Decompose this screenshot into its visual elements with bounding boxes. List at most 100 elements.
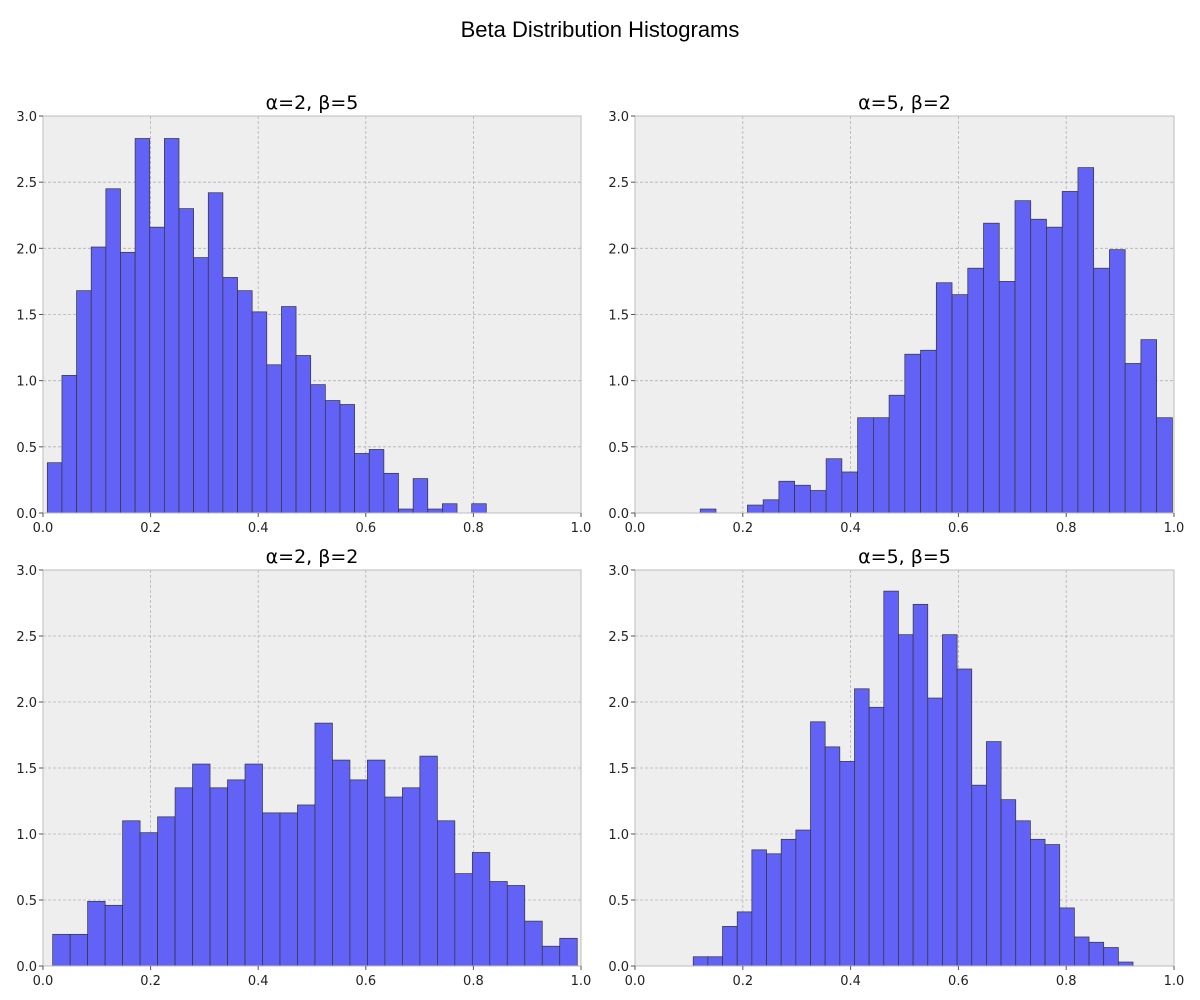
- histogram-bar: [1015, 820, 1031, 967]
- x-tick-label: 0.8: [1056, 974, 1077, 989]
- histogram-bar: [541, 945, 561, 967]
- subplots-grid: 0.0 0.2 0.4 0.6 0.8 1.0 0.0 0.5 1.0 1.5 2.0 2.5 3.0 α…: [16, 92, 1184, 989]
- x-tick-label: 0.2: [732, 521, 753, 536]
- histogram-bar: [398, 508, 414, 514]
- histogram-bar: [209, 787, 228, 967]
- histogram-bar: [956, 668, 973, 967]
- x-tick-label: 1.0: [571, 974, 592, 989]
- y-tick-label: 1.0: [608, 375, 629, 390]
- histogram-bar: [1074, 936, 1090, 967]
- histogram-bar: [157, 816, 176, 967]
- histogram-bar: [442, 503, 458, 514]
- histogram-bar: [164, 138, 180, 514]
- histogram-bar: [810, 490, 827, 514]
- histogram-bar: [766, 853, 782, 967]
- histogram-bar: [935, 282, 953, 514]
- histogram-bar: [1109, 249, 1126, 514]
- x-tick-label: 1.0: [1164, 974, 1185, 989]
- histogram-bar: [1124, 363, 1142, 514]
- histogram-bar: [489, 881, 508, 967]
- subplot-title: α=2, β=5: [266, 92, 359, 114]
- histogram-bar: [986, 741, 1002, 967]
- x-tick-label: 0.6: [355, 974, 376, 989]
- histogram-bar: [222, 277, 238, 514]
- histogram-bar: [795, 829, 811, 967]
- histogram-bar: [367, 759, 386, 967]
- y-tick-label: 3.0: [16, 110, 37, 125]
- histogram-bar: [1093, 267, 1110, 514]
- histogram-bar: [1088, 941, 1105, 967]
- histogram-bar: [1059, 907, 1075, 967]
- x-tick-label: 0.6: [948, 974, 969, 989]
- histogram-bar: [824, 746, 841, 967]
- histogram-bar: [762, 499, 780, 514]
- histogram-bar: [692, 956, 709, 967]
- histogram-bar: [262, 812, 281, 967]
- histogram-bar: [383, 472, 399, 514]
- histogram-bar: [69, 933, 88, 967]
- x-tick-label: 1.0: [571, 521, 592, 536]
- histogram-bar: [1118, 961, 1134, 967]
- histogram-bar: [1044, 844, 1061, 967]
- histogram-bar: [983, 222, 1000, 514]
- histogram-bar: [1014, 200, 1032, 514]
- histogram-bar: [46, 462, 63, 514]
- histogram-bar: [1156, 417, 1173, 514]
- y-tick-label: 0.5: [608, 894, 629, 909]
- histogram-bar: [384, 796, 403, 967]
- histogram-bar: [854, 688, 870, 967]
- y-tick-label: 1.5: [16, 762, 37, 777]
- histogram-bar: [888, 394, 906, 514]
- histogram-bar: [942, 634, 958, 967]
- x-tick-label: 0.0: [625, 521, 646, 536]
- histogram-bar: [1030, 838, 1046, 967]
- histogram-bar: [349, 779, 368, 967]
- y-tick-label: 2.5: [16, 176, 37, 191]
- y-tick-label: 2.5: [16, 630, 37, 645]
- histogram-bar: [90, 246, 107, 514]
- histogram-bar: [120, 251, 136, 514]
- histogram-bar: [920, 349, 937, 514]
- histogram-bar: [354, 453, 370, 514]
- histogram-bar: [297, 804, 316, 967]
- histogram-bar: [149, 226, 165, 514]
- x-tick-label: 0.4: [840, 974, 861, 989]
- histogram-bar: [1046, 226, 1063, 514]
- histogram-bar: [810, 721, 826, 967]
- y-tick-label: 3.0: [608, 564, 629, 579]
- histogram-bar: [237, 290, 253, 514]
- y-tick-label: 1.0: [16, 828, 37, 843]
- histogram-bar: [192, 763, 211, 967]
- histogram-bar: [471, 503, 487, 514]
- y-tick-label: 0.5: [16, 441, 37, 456]
- histogram-bar: [76, 290, 92, 514]
- histogram-bar: [1030, 218, 1047, 514]
- y-tick-label: 0.0: [608, 960, 629, 975]
- x-tick-label: 0.2: [140, 974, 161, 989]
- histogram-bar: [178, 208, 194, 514]
- x-tick-label: 0.4: [248, 521, 269, 536]
- histogram-bar: [324, 400, 341, 514]
- histogram-bar: [699, 508, 717, 514]
- x-tick-label: 0.6: [355, 521, 376, 536]
- histogram-bar: [1061, 191, 1079, 514]
- histogram-bar: [736, 911, 753, 967]
- histogram-bar: [841, 471, 858, 514]
- x-tick-label: 0.8: [463, 521, 484, 536]
- x-tick-label: 1.0: [1164, 521, 1185, 536]
- histogram-bar: [1140, 339, 1158, 514]
- histogram-bar: [1103, 947, 1119, 967]
- histogram-bar: [402, 787, 421, 967]
- histogram-bar: [898, 634, 914, 967]
- histogram-bar: [87, 900, 106, 967]
- histogram-bar: [454, 873, 473, 967]
- histogram-bar: [1077, 167, 1095, 514]
- histogram-bar: [998, 281, 1016, 514]
- histogram-bar: [207, 192, 224, 514]
- histogram-bar: [506, 885, 526, 967]
- histogram-bar: [904, 353, 921, 514]
- y-tick-label: 2.0: [608, 696, 629, 711]
- subplot-1: 0.0 0.2 0.4 0.6 0.8 1.0 0.0 0.5 1.0 1.5 2.0 2.5 3.0 α…: [16, 92, 591, 536]
- histogram-bar: [193, 257, 209, 514]
- y-tick-label: 2.0: [16, 242, 37, 257]
